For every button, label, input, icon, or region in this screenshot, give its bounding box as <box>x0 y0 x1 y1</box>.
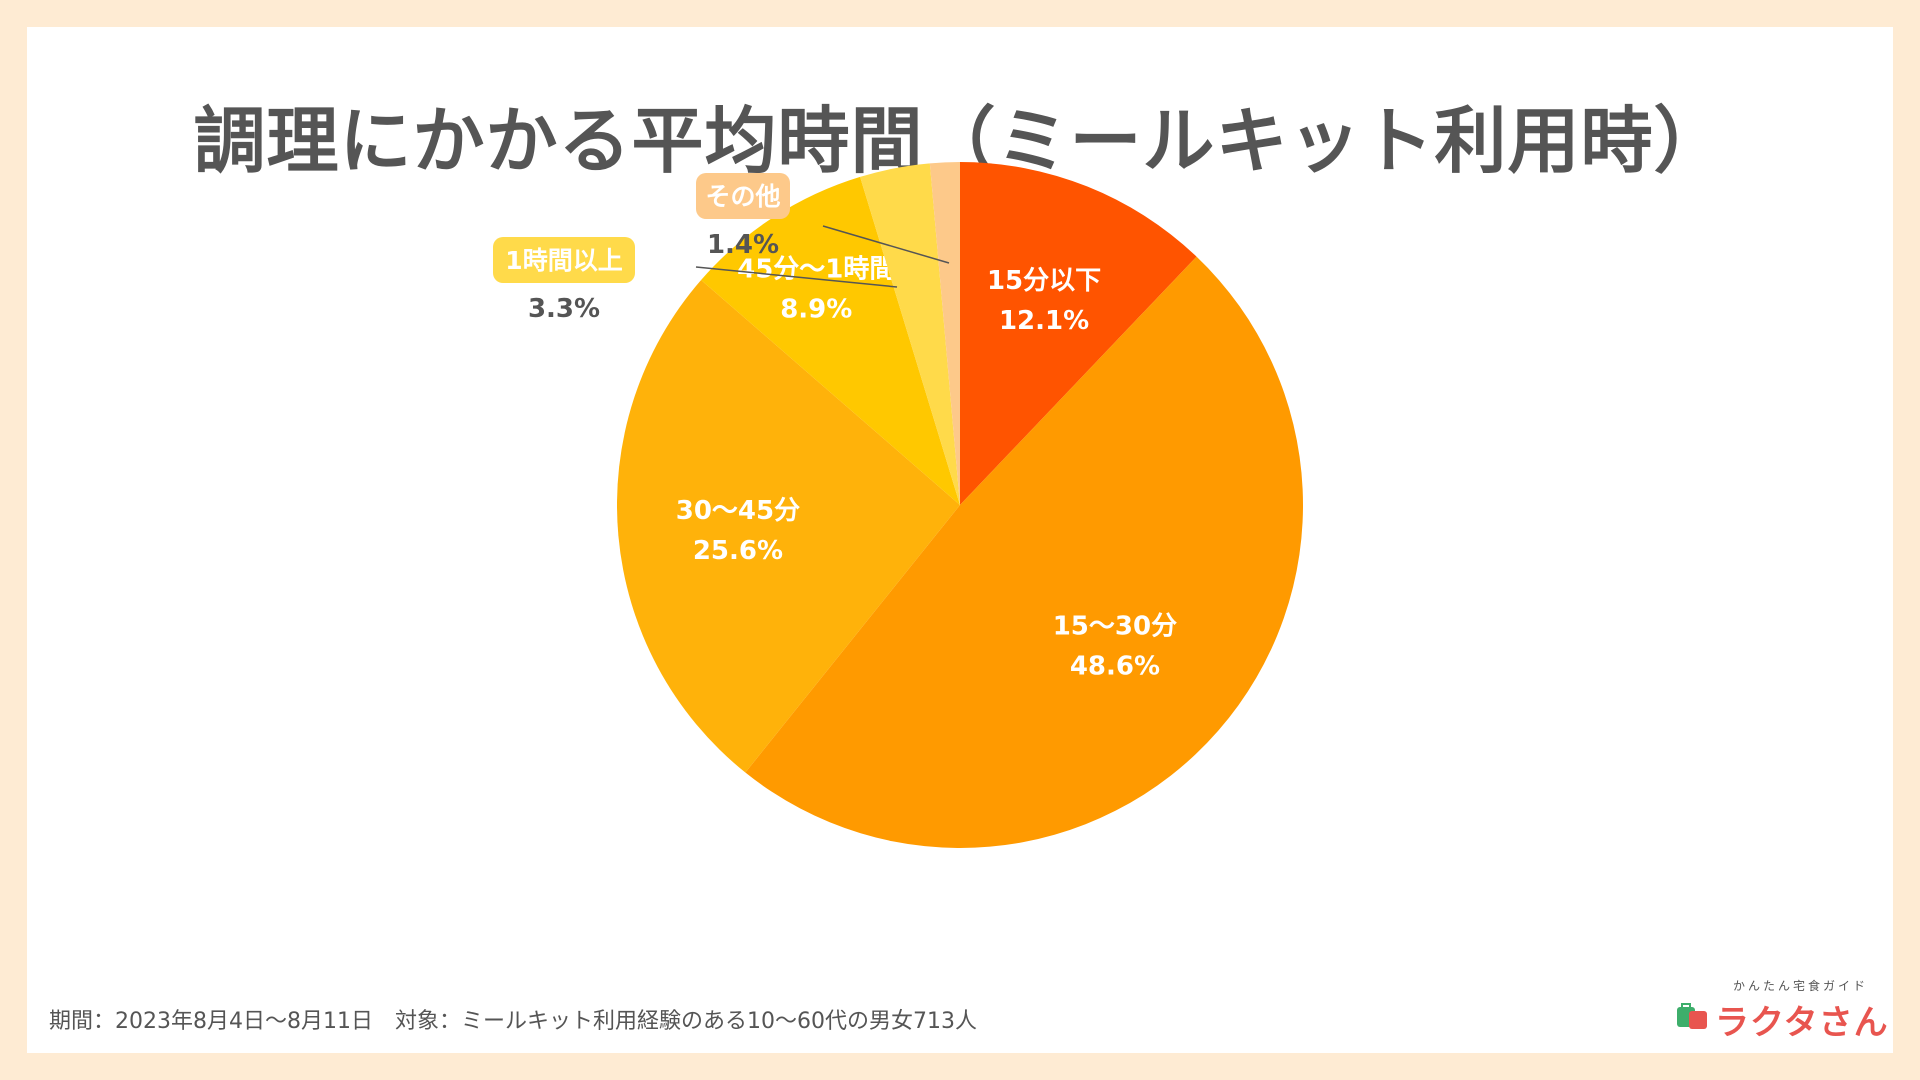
slice-label-1: 15分以下 <box>987 266 1101 296</box>
pie-slice-1 <box>960 162 1197 505</box>
slice-label-5: 1時間以上 <box>505 246 622 275</box>
footer-note: 期間：2023年8月4日〜8月11日 対象：ミールキット利用経験のある10〜60… <box>49 1009 977 1034</box>
logo-tagline: かんたん宅食ガイド <box>1733 979 1869 993</box>
slice-label-2: 15〜30分 <box>1053 611 1177 641</box>
pie-slice-3 <box>616 280 960 773</box>
callout-line-6 <box>822 225 950 264</box>
slice-label-3: 30〜45分 <box>676 496 800 526</box>
callout-line-5 <box>695 266 898 288</box>
slice-value-5: 3.3% <box>528 294 600 324</box>
logo-bag-icon <box>1677 1003 1707 1029</box>
pie-slice-2 <box>745 256 1304 849</box>
slice-value-4: 8.9% <box>780 294 852 324</box>
callout-badge-6 <box>696 173 790 219</box>
pie-slice-4 <box>701 176 960 505</box>
callout-badge-5 <box>493 237 635 283</box>
pie-slice-6 <box>929 162 960 505</box>
pie-chart: 15分以下12.1%15〜30分48.6%30〜45分25.6%45分〜1時間8… <box>493 162 1304 849</box>
slice-label-6: その他 <box>705 182 780 211</box>
slice-value-3: 25.6% <box>693 536 783 566</box>
logo-name: ラクタさん <box>1715 1003 1889 1043</box>
brand-logo: かんたん宅食ガイド ラクタさん <box>1675 977 1888 1047</box>
pie-slice-5 <box>860 163 960 505</box>
slice-value-1: 12.1% <box>999 306 1089 336</box>
slice-value-6: 1.4% <box>707 230 779 260</box>
chart-card: 調理にかかる平均時間（ミールキット利用時） 15分以下 12.1% 15〜30分 48… <box>27 27 1893 1053</box>
slice-value-2: 48.6% <box>1070 651 1160 681</box>
